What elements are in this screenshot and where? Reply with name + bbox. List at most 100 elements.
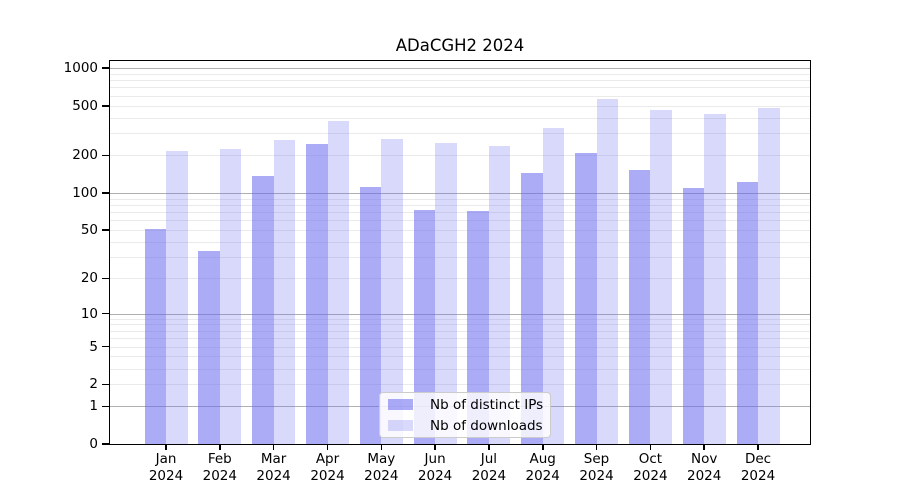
gridline-minor <box>110 204 810 206</box>
legend: Nb of distinct IPs Nb of downloads <box>379 392 551 438</box>
y-tick-label: 100 <box>72 184 98 201</box>
gridline-minor <box>110 318 810 320</box>
gridline-minor <box>110 338 810 340</box>
gridline-minor <box>110 278 810 280</box>
bar-ips-jun <box>413 209 436 444</box>
x-tick-label: Jun 2024 <box>417 451 453 484</box>
x-tick-label: Jul 2024 <box>471 451 507 484</box>
x-axis-tick <box>219 444 221 450</box>
bar-downloads-jan <box>166 151 188 444</box>
y-tick-label: 1000 <box>63 60 98 76</box>
bar-ips-may <box>359 187 382 444</box>
bar-ips-dec <box>736 182 758 444</box>
y-axis-tick <box>102 229 110 231</box>
y-tick-label: 0 <box>89 436 98 452</box>
bar-ips-sep <box>575 152 597 444</box>
y-axis-tick <box>102 312 110 315</box>
y-axis-tick <box>102 192 110 194</box>
bar-downloads-oct <box>650 109 672 444</box>
plot-area: Nb of distinct IPs Nb of downloads <box>110 61 810 444</box>
gridline-minor <box>110 220 810 222</box>
x-tick-label: Mar 2024 <box>256 451 291 484</box>
y-tick-label: 10 <box>80 305 98 322</box>
x-tick-label: Oct 2024 <box>633 451 668 484</box>
bar-ips-mar <box>252 175 274 444</box>
gridline-minor <box>110 356 810 358</box>
y-tick-label: 5 <box>89 338 98 355</box>
bar-downloads-may <box>381 139 403 444</box>
bar-ips-jan <box>144 229 166 444</box>
gridline-minor <box>110 241 810 243</box>
y-axis-tick <box>102 405 110 407</box>
gridline-minor <box>110 80 810 82</box>
y-tick-label: 2 <box>89 376 98 393</box>
chart-title: ADaCGH2 2024 <box>395 36 525 55</box>
gridline-minor <box>110 230 810 231</box>
x-axis-tick <box>649 444 652 450</box>
x-tick-label: May 2024 <box>364 451 399 484</box>
bar-downloads-feb <box>219 148 242 444</box>
x-tick-label: Sep 2024 <box>579 451 614 484</box>
legend-item-distinct-ips: Nb of distinct IPs <box>388 396 544 413</box>
bar-ips-apr <box>306 143 328 444</box>
legend-swatch-downloads <box>388 420 413 431</box>
y-axis-tick <box>102 154 110 157</box>
gridline-minor <box>110 155 810 157</box>
x-tick-label: Apr 2024 <box>310 451 345 484</box>
gridline-minor <box>110 105 810 107</box>
x-tick-label: Dec 2024 <box>740 451 776 484</box>
bar-downloads-mar <box>273 139 296 444</box>
bar-downloads-sep <box>596 99 618 444</box>
x-axis-tick <box>326 444 329 450</box>
x-tick-label: Nov 2024 <box>687 451 722 484</box>
y-tick-label: 500 <box>72 97 98 114</box>
legend-swatch-distinct-ips <box>388 399 413 410</box>
bar-ips-feb <box>198 250 220 444</box>
gridline-major <box>110 313 810 315</box>
y-tick-label: 200 <box>72 147 98 164</box>
bar-downloads-apr <box>327 120 349 444</box>
x-axis-tick <box>434 444 436 450</box>
gridline-minor <box>110 257 810 259</box>
y-axis-tick <box>102 277 110 280</box>
y-tick-label: 1 <box>89 398 98 415</box>
gridline-minor <box>110 133 810 135</box>
y-tick-label: 20 <box>80 270 98 287</box>
bar-downloads-aug <box>542 128 565 444</box>
x-tick-label: Aug 2024 <box>525 451 560 484</box>
bar-ips-nov <box>682 188 705 444</box>
gridline-minor <box>110 73 810 75</box>
x-axis-tick <box>488 444 490 450</box>
bar-downloads-nov <box>704 113 726 444</box>
legend-label-downloads: Nb of downloads <box>430 417 543 434</box>
x-axis-tick <box>595 444 598 450</box>
gridline-major <box>110 192 810 194</box>
gridline-minor <box>110 324 810 326</box>
x-axis-tick <box>757 444 759 450</box>
bar-downloads-dec <box>758 107 780 444</box>
gridline-minor <box>110 95 810 97</box>
gridline-minor <box>110 212 810 213</box>
y-tick-label: 50 <box>80 222 98 238</box>
y-axis-tick <box>102 67 110 69</box>
bar-ips-oct <box>628 170 651 444</box>
gridline-minor <box>110 384 810 386</box>
y-axis-tick <box>102 105 110 107</box>
gridline-minor <box>110 368 810 370</box>
x-tick-label: Feb 2024 <box>202 451 237 484</box>
y-axis-tick <box>102 345 110 348</box>
bar-ips-jul <box>467 210 489 444</box>
x-axis-tick <box>703 444 705 450</box>
legend-label-distinct-ips: Nb of distinct IPs <box>430 396 544 413</box>
gridline-minor <box>110 117 810 119</box>
bar-ips-aug <box>521 173 543 444</box>
x-axis-tick <box>272 444 275 450</box>
gridline-minor <box>110 330 810 332</box>
x-axis-tick <box>380 444 382 450</box>
gridline-minor <box>110 198 810 200</box>
bar-downloads-jun <box>435 142 457 444</box>
x-tick-label: Jan 2024 <box>148 451 184 484</box>
y-axis-tick <box>102 443 110 445</box>
gridline-minor <box>110 346 810 348</box>
